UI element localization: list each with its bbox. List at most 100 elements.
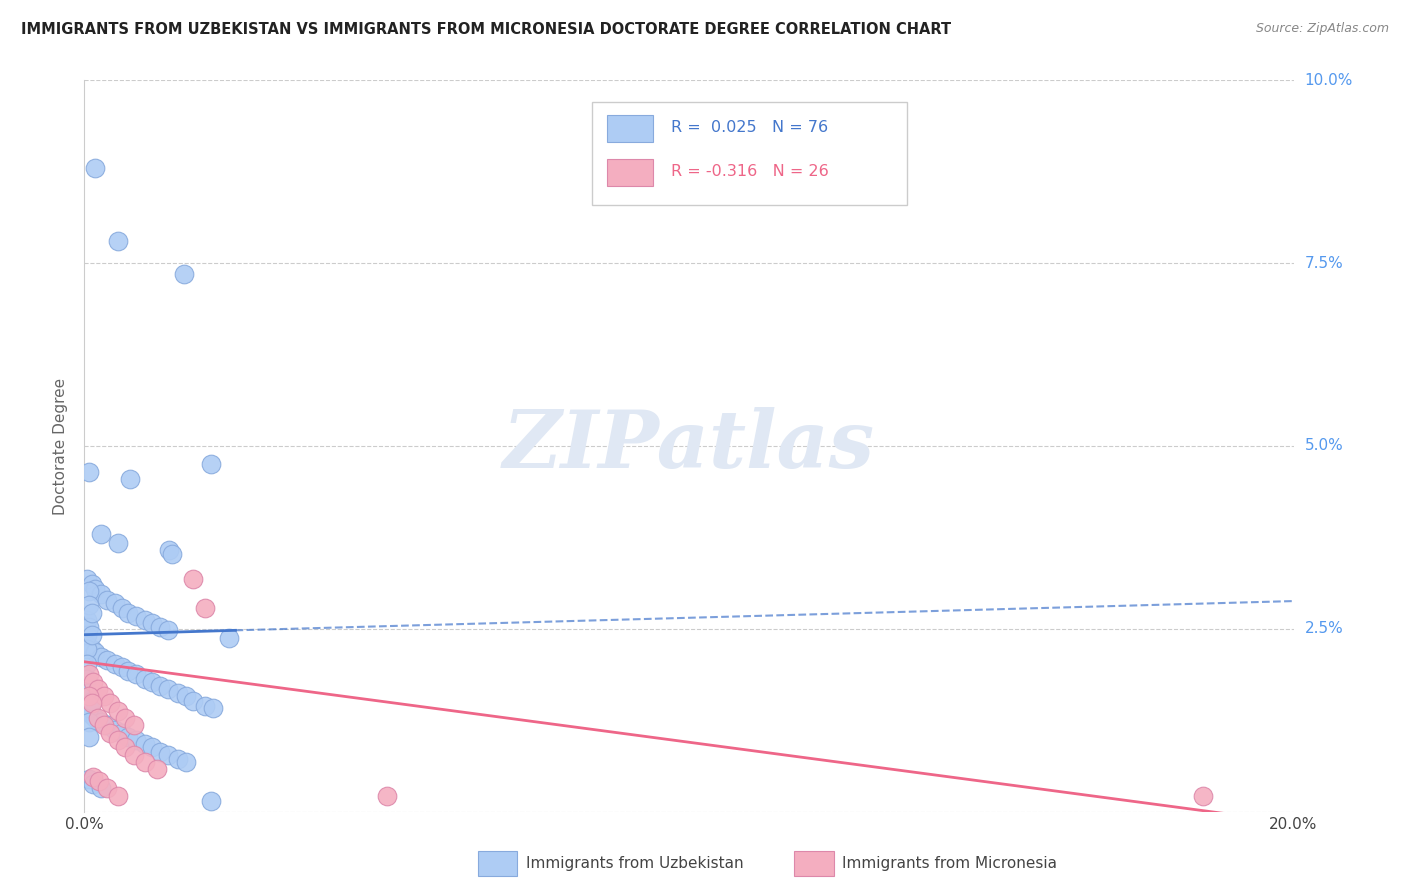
FancyBboxPatch shape <box>592 103 907 204</box>
Point <box>80 576 103 591</box>
Point <box>80 628 103 642</box>
Point <box>96 592 118 607</box>
Point <box>218 631 240 645</box>
Point <box>201 701 224 715</box>
Point <box>93 689 115 703</box>
Point <box>76 638 98 652</box>
Point <box>134 755 156 769</box>
Point <box>80 693 103 707</box>
Point <box>134 738 156 752</box>
Point <box>84 645 107 659</box>
Point <box>76 642 98 657</box>
Point <box>111 660 134 674</box>
Point <box>157 542 180 557</box>
Point <box>77 583 100 598</box>
Text: R = -0.316   N = 26: R = -0.316 N = 26 <box>671 164 828 179</box>
Point <box>156 747 179 762</box>
Text: 2.5%: 2.5% <box>1305 622 1343 636</box>
Point <box>122 718 145 732</box>
Point <box>125 667 148 681</box>
Point <box>77 465 100 479</box>
Text: Source: ZipAtlas.com: Source: ZipAtlas.com <box>1256 22 1389 36</box>
Point <box>76 657 98 671</box>
Point <box>90 587 112 601</box>
Point <box>1192 789 1215 803</box>
Point <box>90 526 112 541</box>
Point <box>141 674 163 689</box>
Point <box>86 711 108 725</box>
Point <box>200 794 222 808</box>
Point <box>173 267 195 281</box>
Point <box>167 686 190 700</box>
Point <box>84 711 107 725</box>
Point <box>181 572 204 586</box>
Point <box>104 596 127 610</box>
Point <box>174 689 197 703</box>
Point <box>96 652 118 666</box>
Point <box>107 704 129 718</box>
Point <box>111 601 134 615</box>
Point <box>375 789 398 803</box>
Text: R =  0.025   N = 76: R = 0.025 N = 76 <box>671 120 828 136</box>
Point <box>114 711 136 725</box>
Point <box>84 161 107 175</box>
Point <box>156 624 179 638</box>
Point <box>141 615 163 630</box>
Point <box>90 649 112 664</box>
Point <box>76 704 98 718</box>
Point <box>76 686 98 700</box>
Point <box>76 572 98 586</box>
Point <box>125 608 148 623</box>
Point <box>160 547 183 561</box>
Point <box>77 772 100 786</box>
Point <box>80 697 103 711</box>
Point <box>80 642 103 657</box>
FancyBboxPatch shape <box>607 159 652 186</box>
Text: Immigrants from Micronesia: Immigrants from Micronesia <box>842 856 1057 871</box>
Point <box>89 774 111 789</box>
Point <box>96 718 118 732</box>
Point <box>76 613 98 627</box>
Point <box>117 606 139 620</box>
Point <box>77 715 100 730</box>
Point <box>134 672 156 686</box>
Point <box>98 725 121 739</box>
Point <box>125 733 148 747</box>
Point <box>77 701 100 715</box>
Point <box>76 672 98 686</box>
Point <box>80 708 103 723</box>
Point <box>141 740 163 755</box>
Text: Immigrants from Uzbekistan: Immigrants from Uzbekistan <box>526 856 744 871</box>
Point <box>107 234 129 248</box>
Point <box>149 620 172 634</box>
Point <box>77 689 100 703</box>
Y-axis label: Doctorate Degree: Doctorate Degree <box>53 377 69 515</box>
Point <box>96 781 118 796</box>
Point <box>86 681 108 696</box>
Point <box>181 693 204 707</box>
Point <box>93 718 115 732</box>
Point <box>107 789 129 803</box>
Point <box>114 740 136 755</box>
Point <box>149 679 172 693</box>
Point <box>200 458 222 472</box>
Point <box>134 613 156 627</box>
Point <box>84 582 107 596</box>
Text: ZIPatlas: ZIPatlas <box>503 408 875 484</box>
Point <box>82 770 104 784</box>
Point <box>122 747 145 762</box>
Point <box>194 698 217 713</box>
Point <box>98 697 121 711</box>
Point <box>82 777 104 791</box>
Point <box>174 755 197 769</box>
Point <box>117 730 139 744</box>
Point <box>194 601 217 615</box>
Point <box>107 535 129 549</box>
Point <box>77 667 100 681</box>
FancyBboxPatch shape <box>607 115 652 143</box>
Point <box>104 723 127 737</box>
Point <box>117 665 139 679</box>
Point <box>77 599 100 613</box>
Text: 7.5%: 7.5% <box>1305 256 1343 270</box>
Point <box>107 733 129 747</box>
